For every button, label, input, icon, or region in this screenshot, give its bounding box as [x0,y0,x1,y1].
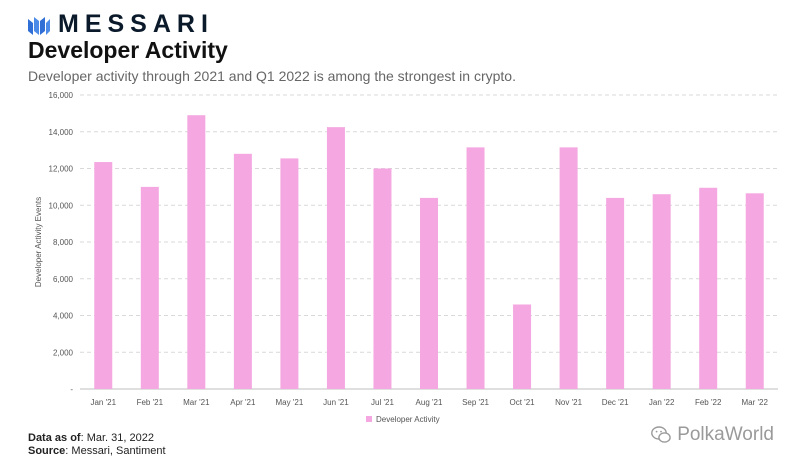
x-tick-label: Oct '21 [510,398,536,407]
x-tick-label: May '21 [276,398,304,407]
y-axis-ticks: - 2,000 4,000 6,000 8,000 10,000 12,000 14,000 1… [49,91,74,394]
bar [373,168,392,389]
page-title: Developer Activity [28,37,228,63]
source-label: Source [28,445,66,457]
chart-bars [94,115,764,390]
x-tick-label: Apr '21 [230,398,256,407]
brand-name: MESSARI [58,10,214,38]
x-axis-ticks: Jan '21 Feb '21 Mar '21 Apr '21 May '21 Jun '… [90,398,768,407]
legend-label: Developer Activity [376,415,440,424]
chart-footer: Data as of: Mar. 31, 2022 Source: Messar… [28,432,166,458]
data-date-line: Data as of: Mar. 31, 2022 [28,432,166,445]
bar [326,127,345,389]
y-tick-label: 6,000 [53,275,74,284]
bar [233,153,252,389]
data-date-value: : Mar. 31, 2022 [80,432,154,444]
bar [745,193,764,389]
bar [699,187,718,389]
watermark-text: PolkaWorld [677,424,774,445]
y-tick-label: 4,000 [53,312,74,321]
y-tick-label: 8,000 [53,238,74,247]
y-tick-label: 10,000 [49,201,74,210]
wechat-icon [651,426,671,443]
y-axis-label: Developer Activity Events [34,197,43,287]
x-tick-label: Mar '22 [742,398,769,407]
bar [280,158,299,389]
bar [652,194,671,389]
bar [466,147,485,389]
source-line: Source: Messari, Santiment [28,445,166,458]
x-tick-label: Feb '22 [695,398,722,407]
x-tick-label: Feb '21 [137,398,164,407]
bar [559,147,578,389]
y-tick-label: 12,000 [49,165,74,174]
x-tick-label: Aug '21 [416,398,443,407]
y-tick-label: 14,000 [49,128,74,137]
x-tick-label: Jan '21 [90,398,116,407]
brand-logo: MESSARI [28,10,214,39]
x-tick-label: Jan '22 [649,398,675,407]
bar [420,197,438,389]
bar [94,162,113,389]
x-tick-label: Jul '21 [371,398,394,407]
data-date-label: Data as of [28,432,81,444]
x-tick-label: Nov '21 [555,398,582,407]
y-tick-label: 2,000 [53,348,74,357]
bar [187,115,206,390]
watermark: PolkaWorld [651,424,774,446]
y-tick-label: 16,000 [49,91,74,100]
bar [606,197,625,389]
y-tick-label: - [70,385,73,394]
x-tick-label: Dec '21 [602,398,629,407]
legend-swatch [366,416,372,422]
x-tick-label: Jun '21 [323,398,349,407]
bar [140,186,159,389]
x-tick-label: Mar '21 [183,398,210,407]
x-tick-label: Sep '21 [462,398,489,407]
chart-legend: Developer Activity [366,415,440,424]
page-subtitle: Developer activity through 2021 and Q1 2… [28,68,516,84]
source-value: : Messari, Santiment [65,445,166,457]
messari-logo-icon [28,16,50,35]
bar [513,304,532,389]
